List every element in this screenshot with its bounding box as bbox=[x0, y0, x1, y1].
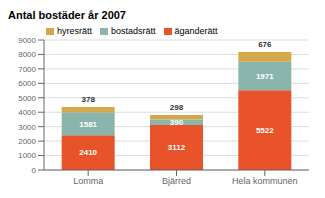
svg-text:676: 676 bbox=[258, 40, 272, 49]
svg-text:298: 298 bbox=[170, 103, 184, 112]
svg-text:2410: 2410 bbox=[79, 148, 97, 157]
html-text:äganderätt: äganderätt bbox=[174, 26, 218, 36]
svg-text:5000: 5000 bbox=[18, 94, 36, 103]
html-text:hyresrätt: hyresrätt bbox=[57, 26, 92, 36]
svg-text:1971: 1971 bbox=[256, 72, 274, 81]
svg-text:1581: 1581 bbox=[79, 120, 97, 129]
svg-text:3112: 3112 bbox=[168, 143, 186, 152]
svg-text:4000: 4000 bbox=[18, 108, 36, 117]
svg-text:Hela kommunen: Hela kommunen bbox=[232, 176, 298, 186]
html-text:Antal bostäder år 2007: Antal bostäder år 2007 bbox=[8, 9, 126, 21]
svg-text:390: 390 bbox=[170, 118, 184, 127]
svg-text:1000: 1000 bbox=[18, 151, 36, 160]
svg-text:6000: 6000 bbox=[18, 79, 36, 88]
svg-text:378: 378 bbox=[81, 95, 95, 104]
svg-text:2000: 2000 bbox=[18, 137, 36, 146]
html-text:bostadsrätt: bostadsrätt bbox=[111, 26, 156, 36]
svg-text:9000: 9000 bbox=[18, 36, 36, 45]
svg-text:7000: 7000 bbox=[18, 65, 36, 74]
svg-text:8000: 8000 bbox=[18, 50, 36, 59]
svg-text:3000: 3000 bbox=[18, 123, 36, 132]
svg-text:Lomma: Lomma bbox=[73, 176, 103, 186]
svg-text:Bjärred: Bjärred bbox=[162, 176, 191, 186]
svg-text:5522: 5522 bbox=[256, 126, 274, 135]
svg-text:0: 0 bbox=[32, 166, 37, 175]
